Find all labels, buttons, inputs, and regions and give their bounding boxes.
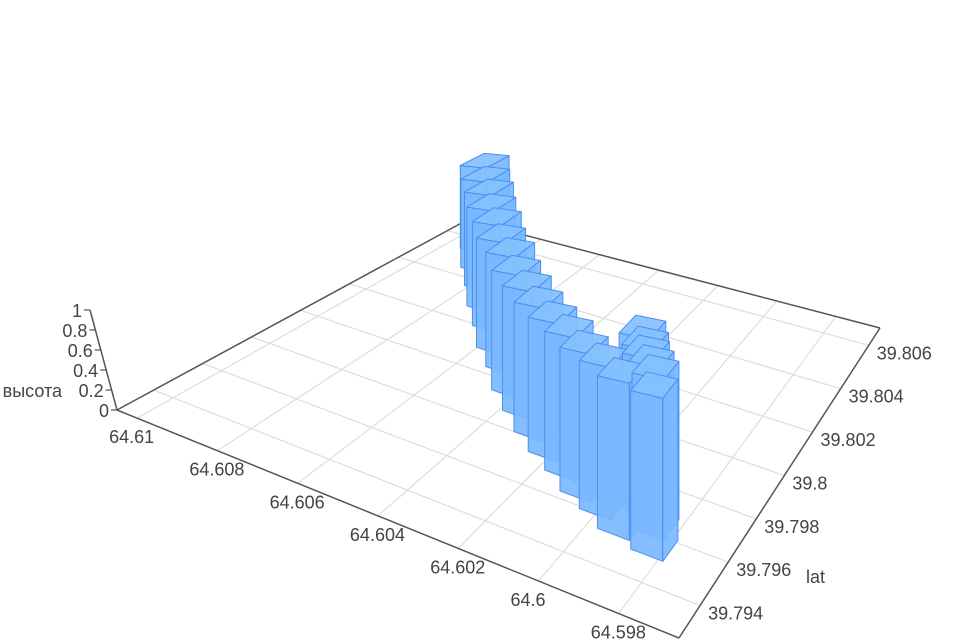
z-tick-label: 0.2: [79, 381, 104, 401]
x-tick-label: 64.608: [189, 460, 244, 480]
bar: [630, 371, 679, 562]
bar-face-top: [466, 193, 517, 212]
y-axis-title: lat: [806, 567, 825, 587]
x-tick-label: 64.602: [430, 557, 485, 577]
grid-line-y: [153, 389, 701, 607]
z-tick-label: 0: [99, 401, 109, 421]
z-tick-label: 1: [72, 301, 82, 321]
back-edge: [466, 219, 881, 329]
bar-face-top: [502, 269, 552, 293]
bar-face-top: [476, 223, 526, 244]
z-tick-label: 0.4: [73, 361, 98, 381]
y-axis-line: [678, 327, 881, 639]
bar-face-top: [460, 166, 511, 183]
bar-face-top: [471, 207, 522, 227]
y-tick-label: 39.806: [877, 343, 932, 363]
x-axis-line: [116, 409, 680, 639]
bars: [459, 152, 680, 562]
z-tick-label: 0.6: [68, 341, 93, 361]
z-axis-title: высота: [3, 381, 63, 401]
y-tick-label: 39.798: [764, 517, 819, 537]
grid-line-x: [618, 316, 837, 614]
y-tick-label: 39.796: [736, 560, 791, 580]
left-edge: [116, 219, 468, 411]
y-tick-label: 39.804: [849, 387, 904, 407]
y-tick-label: 39.802: [821, 430, 876, 450]
x-tick-label: 64.598: [591, 623, 646, 640]
axes: [84, 219, 881, 639]
y-tick-label: 39.8: [792, 473, 827, 493]
x-tick-label: 64.606: [270, 492, 325, 512]
bar-face-front: [630, 389, 664, 562]
bar-face-top: [464, 178, 514, 197]
bar-face-front: [596, 375, 630, 541]
x-tick-label: 64.61: [109, 427, 154, 447]
y-tick-label: 39.794: [708, 603, 763, 623]
bar-face-top: [485, 237, 536, 259]
grid-line-x: [136, 223, 483, 419]
bar-face-top: [491, 254, 542, 277]
z-axis-line: [89, 309, 118, 411]
tick-labels: 00.20.40.60.81 64.61 64.608 64.606 64.604 64.…: [62, 301, 931, 640]
bar-face-top: [630, 371, 679, 399]
x-tick-label: 64.604: [350, 525, 405, 545]
bar-face-side: [662, 378, 679, 562]
z-tick-label: 0.8: [62, 321, 87, 341]
bar-face-top: [459, 152, 510, 169]
bar-face-top: [513, 285, 564, 309]
x-tick-label: 64.6: [511, 590, 546, 610]
